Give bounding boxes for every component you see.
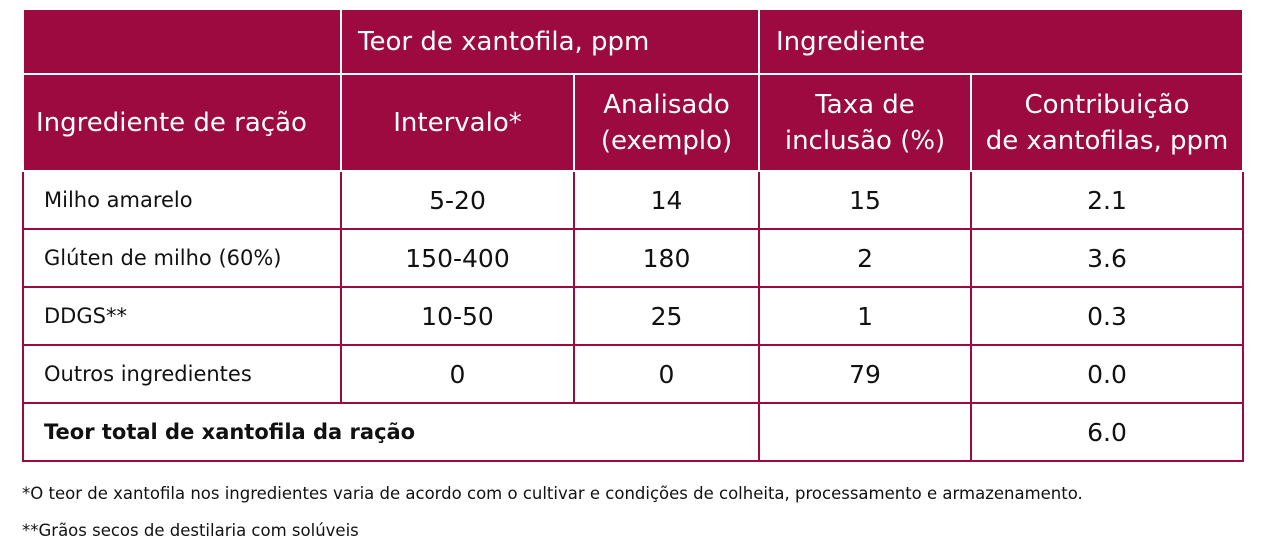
- table-cell: 10-50: [340, 286, 575, 346]
- table-cell: DDGS**: [22, 286, 342, 346]
- table-row: Milho amarelo 5-20 14 15 2.1: [22, 170, 1245, 230]
- table-cell: 14: [572, 170, 761, 230]
- table-cell: 0.0: [970, 344, 1245, 404]
- table-cell: 3.6: [970, 228, 1245, 288]
- table-cell: 25: [572, 286, 761, 346]
- header-cell: Ingrediente de ração: [22, 73, 342, 172]
- header-cell: Intervalo*: [340, 73, 575, 172]
- table-cell: 0: [572, 344, 761, 404]
- table-row: DDGS** 10-50 25 1 0.3: [22, 286, 1245, 346]
- header-line: Analisado: [603, 89, 730, 120]
- table-cell: 2.1: [970, 170, 1245, 230]
- header-cell: Ingrediente: [758, 8, 1245, 75]
- table-cell: 0.3: [970, 286, 1245, 346]
- header-line: Taxa de: [815, 89, 915, 120]
- header-line: Ingrediente de ração: [36, 107, 307, 138]
- table-cell: Milho amarelo: [22, 170, 342, 230]
- table-cell: Glúten de milho (60%): [22, 228, 342, 288]
- table-cell: 15: [758, 170, 973, 230]
- header-line: inclusão (%): [784, 125, 946, 156]
- xanthophyll-table: Teor de xantofila, ppm Ingrediente Ingredi…: [21, 8, 1245, 462]
- total-label: Teor total de xantofila da ração: [21, 402, 761, 462]
- header-row: Ingrediente de ração Intervalo* Analisado (…: [22, 73, 1245, 172]
- table-row: Glúten de milho (60%) 150-400 180 2 3.6: [22, 228, 1245, 288]
- header-line: Contribuição: [1024, 89, 1190, 120]
- total-value: 6.0: [970, 402, 1245, 462]
- table-cell: 150-400: [340, 228, 575, 288]
- total-row: Teor total de xantofila da ração 6.0: [21, 402, 1245, 462]
- table-cell: 1: [758, 286, 973, 346]
- header-line: de xantofilas, ppm: [985, 125, 1229, 156]
- table-cell: 79: [758, 344, 973, 404]
- table-cell: Outros ingredientes: [22, 344, 342, 404]
- table-cell: [758, 402, 973, 462]
- table-cell: 5-20: [340, 170, 575, 230]
- header-line: (exemplo): [600, 125, 733, 156]
- footnote: *O teor de xantofila nos ingredientes va…: [22, 484, 1083, 503]
- table-cell: 180: [572, 228, 761, 288]
- table-cell: 0: [340, 344, 575, 404]
- header-cell: Analisado (exemplo): [572, 73, 761, 172]
- header-row: Teor de xantofila, ppm Ingrediente: [22, 8, 1245, 75]
- footnote: **Grãos secos de destilaria com solúveis: [22, 521, 359, 540]
- header-cell: Taxa de inclusão (%): [758, 73, 973, 172]
- header-cell: [22, 8, 342, 75]
- header-cell: Teor de xantofila, ppm: [339, 8, 761, 75]
- table-row: Outros ingredientes 0 0 79 0.0: [22, 344, 1245, 404]
- table-cell: 2: [758, 228, 973, 288]
- header-cell: Contribuição de xantofilas, ppm: [970, 73, 1245, 172]
- header-line: Intervalo*: [393, 107, 522, 138]
